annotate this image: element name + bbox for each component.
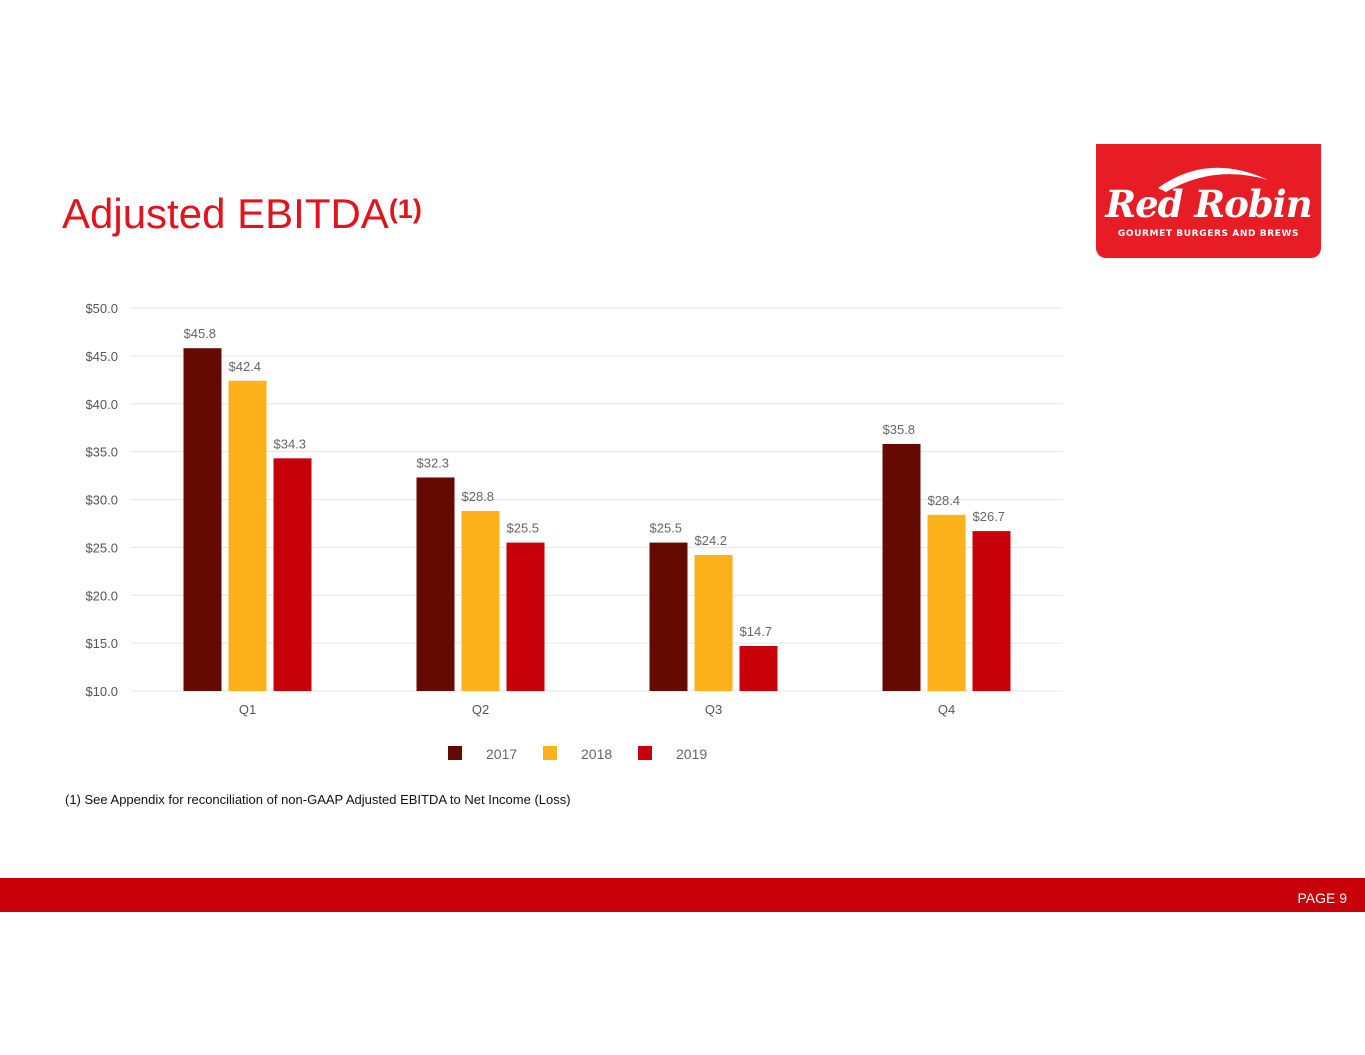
data-label: $24.2 xyxy=(695,533,728,548)
x-tick-label: Q2 xyxy=(472,702,489,717)
page-number: PAGE 9 xyxy=(1297,890,1347,906)
y-tick-label: $15.0 xyxy=(85,636,118,651)
bar xyxy=(416,477,455,691)
data-label: $32.3 xyxy=(417,455,450,470)
y-tick-label: $10.0 xyxy=(85,684,118,699)
legend-swatch xyxy=(448,746,462,760)
y-tick-label: $40.0 xyxy=(85,397,118,412)
data-label: $42.4 xyxy=(229,359,262,374)
data-label: $28.8 xyxy=(462,489,495,504)
y-tick-label: $20.0 xyxy=(85,588,118,603)
bar xyxy=(694,555,733,691)
legend-label: 2017 xyxy=(486,746,517,762)
data-label: $26.7 xyxy=(973,509,1006,524)
legend-label: 2018 xyxy=(581,746,612,762)
data-label: $14.7 xyxy=(740,624,773,639)
bar xyxy=(649,542,688,691)
red-robin-logo: Red Robin GOURMET BURGERS AND BREWS xyxy=(1096,144,1321,258)
bar xyxy=(228,380,267,691)
legend-swatch xyxy=(543,746,557,760)
y-tick-label: $35.0 xyxy=(85,445,118,460)
footnote: (1) See Appendix for reconciliation of n… xyxy=(65,792,571,807)
data-label: $45.8 xyxy=(184,326,217,341)
data-label: $25.5 xyxy=(507,521,540,536)
x-tick-label: Q3 xyxy=(705,702,722,717)
bar xyxy=(972,531,1011,691)
x-tick-label: Q4 xyxy=(938,702,955,717)
data-label: $34.3 xyxy=(274,436,307,451)
y-tick-label: $50.0 xyxy=(85,301,118,316)
bar xyxy=(739,645,778,691)
data-label: $28.4 xyxy=(928,493,961,508)
bar xyxy=(882,443,921,691)
y-tick-label: $25.0 xyxy=(85,540,118,555)
slide-title-text: Adjusted EBITDA xyxy=(62,190,389,237)
y-tick-label: $30.0 xyxy=(85,493,118,508)
legend-label: 2019 xyxy=(676,746,707,762)
x-tick-label: Q1 xyxy=(239,702,256,717)
bar xyxy=(183,348,222,691)
bar xyxy=(461,510,500,691)
bar xyxy=(927,514,966,691)
footer-bar: PAGE 9 xyxy=(0,878,1365,912)
adjusted-ebitda-bar-chart: $10.0 $15.0 $20.0 $25.0 $30.0 $35.0 $40.0 $45.0… xyxy=(85,301,1063,762)
bar xyxy=(273,458,312,691)
y-tick-label: $45.0 xyxy=(85,349,118,364)
data-label: $35.8 xyxy=(883,422,916,437)
legend-swatch xyxy=(638,746,652,760)
slide-title: Adjusted EBITDA(1) xyxy=(62,190,422,238)
bar xyxy=(506,542,545,691)
logo-swoosh-icon xyxy=(1158,167,1268,192)
logo-tagline: GOURMET BURGERS AND BREWS xyxy=(1117,229,1300,239)
data-label: $25.5 xyxy=(650,521,683,536)
title-footnote-marker: (1) xyxy=(388,194,422,224)
logo-wordmark: Red Robin xyxy=(1105,182,1312,226)
